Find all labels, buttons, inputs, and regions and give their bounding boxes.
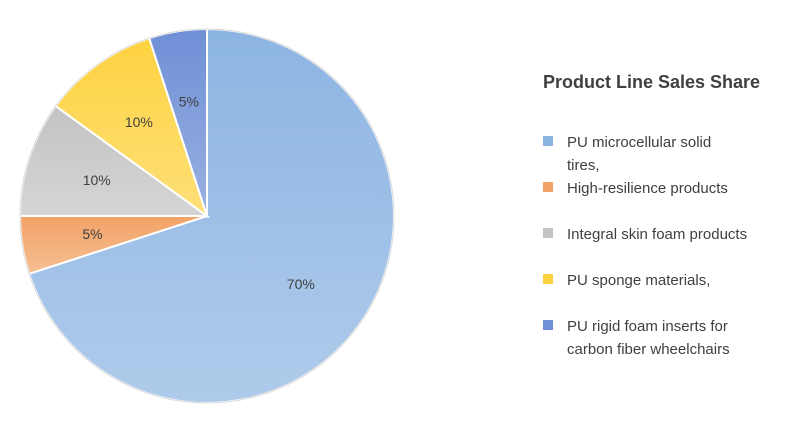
legend-swatch	[543, 274, 553, 284]
slice-data-label: 10%	[125, 114, 153, 130]
pie-slices	[18, 27, 395, 404]
pie-outline	[19, 28, 395, 404]
legend-label: PU rigid foam inserts for carbon fiber wh…	[567, 318, 730, 358]
legend: PU microcellular solid tires, High-resilie…	[543, 134, 747, 358]
legend-label: High-resilience products	[567, 180, 728, 197]
slice-data-label: 10%	[83, 172, 111, 188]
legend-label: PU sponge materials,	[567, 272, 710, 289]
legend-swatch	[543, 320, 553, 330]
slice-data-label: 5%	[82, 226, 102, 242]
legend-title: Product Line Sales Share	[543, 72, 760, 92]
legend-swatch	[543, 228, 553, 238]
legend-swatch	[543, 182, 553, 192]
legend-swatch	[543, 136, 553, 146]
legend-label: PU microcellular solid tires,	[567, 134, 711, 174]
slice-data-label: 70%	[287, 276, 315, 292]
slice-data-label: 5%	[179, 93, 199, 109]
slice-labels: 70% 5% 10% 10% 5%	[82, 93, 314, 292]
legend-label: Integral skin foam products	[567, 226, 747, 243]
